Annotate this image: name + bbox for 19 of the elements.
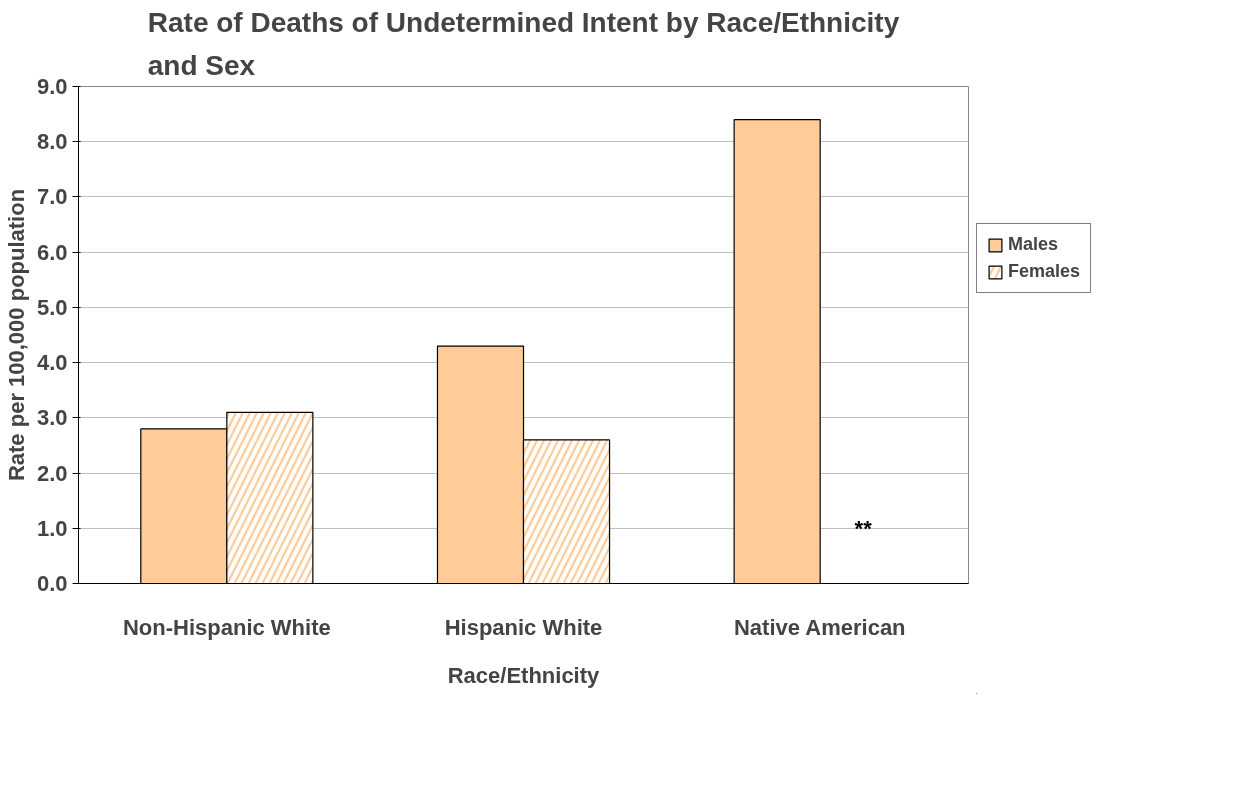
y-axis-title: Rate per 100,000 population (3, 188, 29, 482)
x-axis-title: Race/Ethnicity (447, 662, 601, 688)
y-tick-label: 0.0 (36, 571, 68, 596)
y-tick-label: 7.0 (36, 184, 68, 210)
y-tick-label: 6.0 (36, 239, 68, 265)
y-tick-label: 4.0 (36, 350, 68, 376)
x-tick-label: Hispanic White (444, 614, 603, 640)
y-tick-label: 8.0 (36, 129, 68, 155)
annotation: ** (854, 515, 873, 541)
legend-label: Females (1008, 261, 1081, 282)
chart-title: Rate of Deaths of Undetermined Intent by Race/Ethnicity and Sex (147, 7, 900, 82)
y-tick-label: 5.0 (36, 294, 68, 320)
y-tick-label: 2.0 (36, 460, 68, 486)
y-tick-label: 1.0 (36, 515, 68, 541)
y-tick-label: 3.0 (36, 405, 68, 431)
legend-label: Males (1008, 234, 1059, 255)
x-tick-label: Native American (733, 614, 906, 640)
x-tick-label: Non-Hispanic White (122, 614, 331, 640)
y-tick-label: 9.0 (36, 74, 68, 99)
